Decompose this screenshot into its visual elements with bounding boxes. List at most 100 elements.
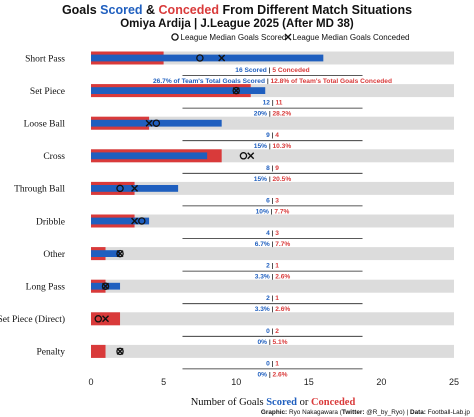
category-row: Other 2 | 1 3.3% | 2.6% (43, 247, 454, 281)
count-annotation: 6 | 3 (266, 197, 279, 204)
count-separator: | (270, 295, 276, 302)
percent-conceded: 2.6% (275, 274, 290, 281)
count-separator: | (270, 132, 276, 139)
percent-annotation: 0% | 5.1% (257, 339, 287, 346)
category-row: Long Pass 2 | 1 3.3% | 2.6% (26, 279, 454, 313)
count-conceded: 1 (275, 360, 279, 367)
scored-bar (91, 250, 121, 257)
background-bar (91, 181, 454, 195)
title-scored-word: Scored (100, 3, 142, 17)
x-axis-label-conceded: Conceded (311, 397, 355, 408)
category-row: Loose Ball 9 | 4 15% | 10.3% (24, 116, 454, 150)
count-separator: | (270, 360, 276, 367)
background-bar (91, 312, 454, 326)
percent-separator: | (269, 208, 275, 215)
median-scored-marker (138, 217, 146, 225)
title-conceded-word: Conceded (159, 3, 219, 17)
count-scored: 0 (266, 328, 270, 335)
percent-separator: | (270, 274, 276, 281)
x-tick-label: 0 (88, 377, 93, 387)
category-row: Penalty 0 | 1 0% | 2.6% (37, 344, 454, 378)
median-scored-marker (116, 347, 124, 356)
percent-conceded: 2.6% (273, 371, 288, 378)
median-scored-marker (116, 249, 124, 258)
count-separator: | (270, 165, 276, 172)
title-group: Goals Scored & Conceded From Different M… (62, 3, 412, 30)
legend-median-scored-marker (171, 33, 179, 41)
percent-conceded: 12.8% of Team's Total Goals Conceded (271, 78, 393, 85)
category-label: Loose Ball (24, 120, 66, 130)
count-separator: | (270, 197, 276, 204)
percent-annotation: 3.3% | 2.6% (255, 274, 291, 281)
percent-separator: | (265, 78, 271, 85)
percent-scored: 0% (257, 371, 267, 378)
percent-annotation: 26.7% of Team's Total Goals Scored | 12.… (153, 78, 392, 85)
x-tick-label: 10 (231, 377, 241, 387)
caption: Graphic: Ryo Nakagawara (Twitter: @R_by_… (261, 409, 471, 416)
x-axis: 0 5 10 15 20 25 (88, 377, 459, 387)
median-scored-marker (94, 315, 103, 323)
background-bar (91, 214, 454, 228)
plot-area: Short Pass 16 Scored | 5 Conceded 26.7% of… (0, 51, 454, 378)
category-row: Dribble 4 | 3 6.7% | 7.7% (36, 214, 454, 248)
category-label: Penalty (37, 348, 66, 358)
chart-subtitle: Omiya Ardija | J.League 2025 (After MD 3… (120, 18, 354, 30)
count-annotation: 0 | 1 (266, 360, 279, 367)
scored-bar (91, 119, 222, 127)
conceded-bar (91, 344, 106, 358)
category-row: Through Ball 6 | 3 10% | 7.7% (14, 181, 454, 215)
percent-scored: 6.7% (255, 241, 270, 248)
percent-separator: | (267, 371, 273, 378)
count-scored: 12 (263, 100, 271, 107)
count-conceded: 11 (275, 100, 282, 107)
count-annotation: 4 | 3 (266, 230, 279, 237)
background-bar (91, 247, 454, 261)
category-label: Dribble (36, 217, 65, 227)
percent-scored: 0% (257, 339, 267, 346)
median-conceded-marker (116, 250, 124, 258)
count-scored: 4 (266, 230, 270, 237)
x-axis-label: Number of Goals Scored or Conceded (191, 397, 356, 408)
percent-conceded: 28.2% (273, 111, 292, 118)
x-tick-label: 5 (161, 377, 166, 387)
median-conceded-marker (116, 347, 124, 355)
count-scored: 0 (266, 360, 270, 367)
count-annotation: 12 | 11 (263, 100, 283, 107)
median-conceded-marker (131, 217, 139, 225)
median-scored-marker (239, 152, 248, 160)
count-annotation: 8 | 9 (266, 165, 279, 172)
scored-bar (91, 217, 150, 225)
percent-conceded: 7.7% (275, 241, 290, 248)
percent-scored: 10% (256, 208, 269, 215)
median-scored-marker (196, 54, 204, 62)
median-conceded-marker (145, 119, 153, 127)
count-conceded: 9 (275, 165, 279, 172)
category-label: Long Pass (26, 283, 66, 293)
category-label: Set Piece (Direct) (0, 314, 65, 325)
count-annotation: 0 | 2 (266, 328, 279, 335)
count-annotation: 2 | 1 (266, 295, 279, 302)
count-conceded: 5 Conceded (272, 67, 309, 74)
median-scored-marker (101, 282, 110, 290)
count-separator: | (270, 230, 276, 237)
percent-scored: 15% (254, 143, 267, 150)
count-conceded: 1 (275, 263, 279, 270)
count-separator: | (270, 263, 276, 270)
percent-conceded: 2.6% (275, 306, 290, 313)
x-tick-label: 15 (304, 377, 314, 387)
x-axis-label-scored: Scored (266, 397, 297, 408)
legend-median-scored-label: League Median Goals Scored (181, 33, 287, 42)
percent-annotation: 3.3% | 2.6% (255, 306, 291, 313)
category-row: Cross 8 | 9 15% | 20.5% (43, 149, 454, 183)
percent-scored: 15% (254, 176, 267, 183)
category-label: Set Piece (30, 87, 65, 97)
percent-scored: 3.3% (255, 306, 270, 313)
percent-scored: 26.7% of Team's Total Goals Scored (153, 78, 265, 85)
percent-conceded: 5.1% (273, 339, 288, 346)
percent-annotation: 0% | 2.6% (257, 371, 287, 378)
percent-annotation: 15% | 20.5% (254, 176, 292, 183)
category-row: Set Piece (Direct) 0 | 2 0% | 5.1% (0, 312, 454, 346)
percent-conceded: 7.7% (274, 208, 289, 215)
chart-legend: League Median Goals Scored League Median… (171, 33, 409, 42)
